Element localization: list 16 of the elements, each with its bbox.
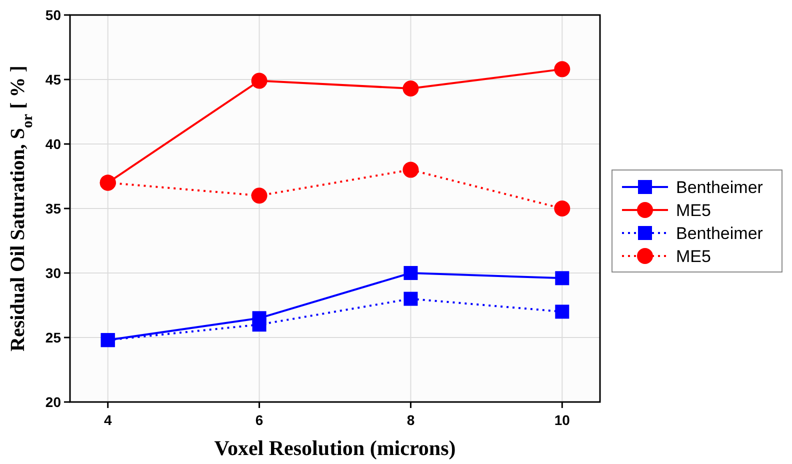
- y-tick-label: 20: [45, 394, 62, 410]
- x-tick-label: 4: [104, 412, 112, 428]
- y-tick-label: 25: [45, 330, 62, 346]
- x-tick-label: 10: [554, 412, 570, 428]
- x-axis-title: Voxel Resolution (microns): [214, 436, 456, 460]
- legend-label: ME5: [676, 247, 711, 266]
- x-tick-label: 8: [406, 412, 415, 428]
- y-tick-label: 45: [45, 72, 62, 88]
- legend-label: Bentheimer: [676, 224, 764, 243]
- y-tick-label: 35: [45, 200, 62, 216]
- y-tick-label: 40: [45, 136, 62, 152]
- y-tick-label: 50: [45, 7, 62, 23]
- legend-label: Bentheimer: [676, 178, 764, 197]
- y-tick-label: 30: [45, 265, 62, 281]
- legend-label: ME5: [676, 201, 711, 220]
- x-tick-label: 6: [255, 412, 264, 428]
